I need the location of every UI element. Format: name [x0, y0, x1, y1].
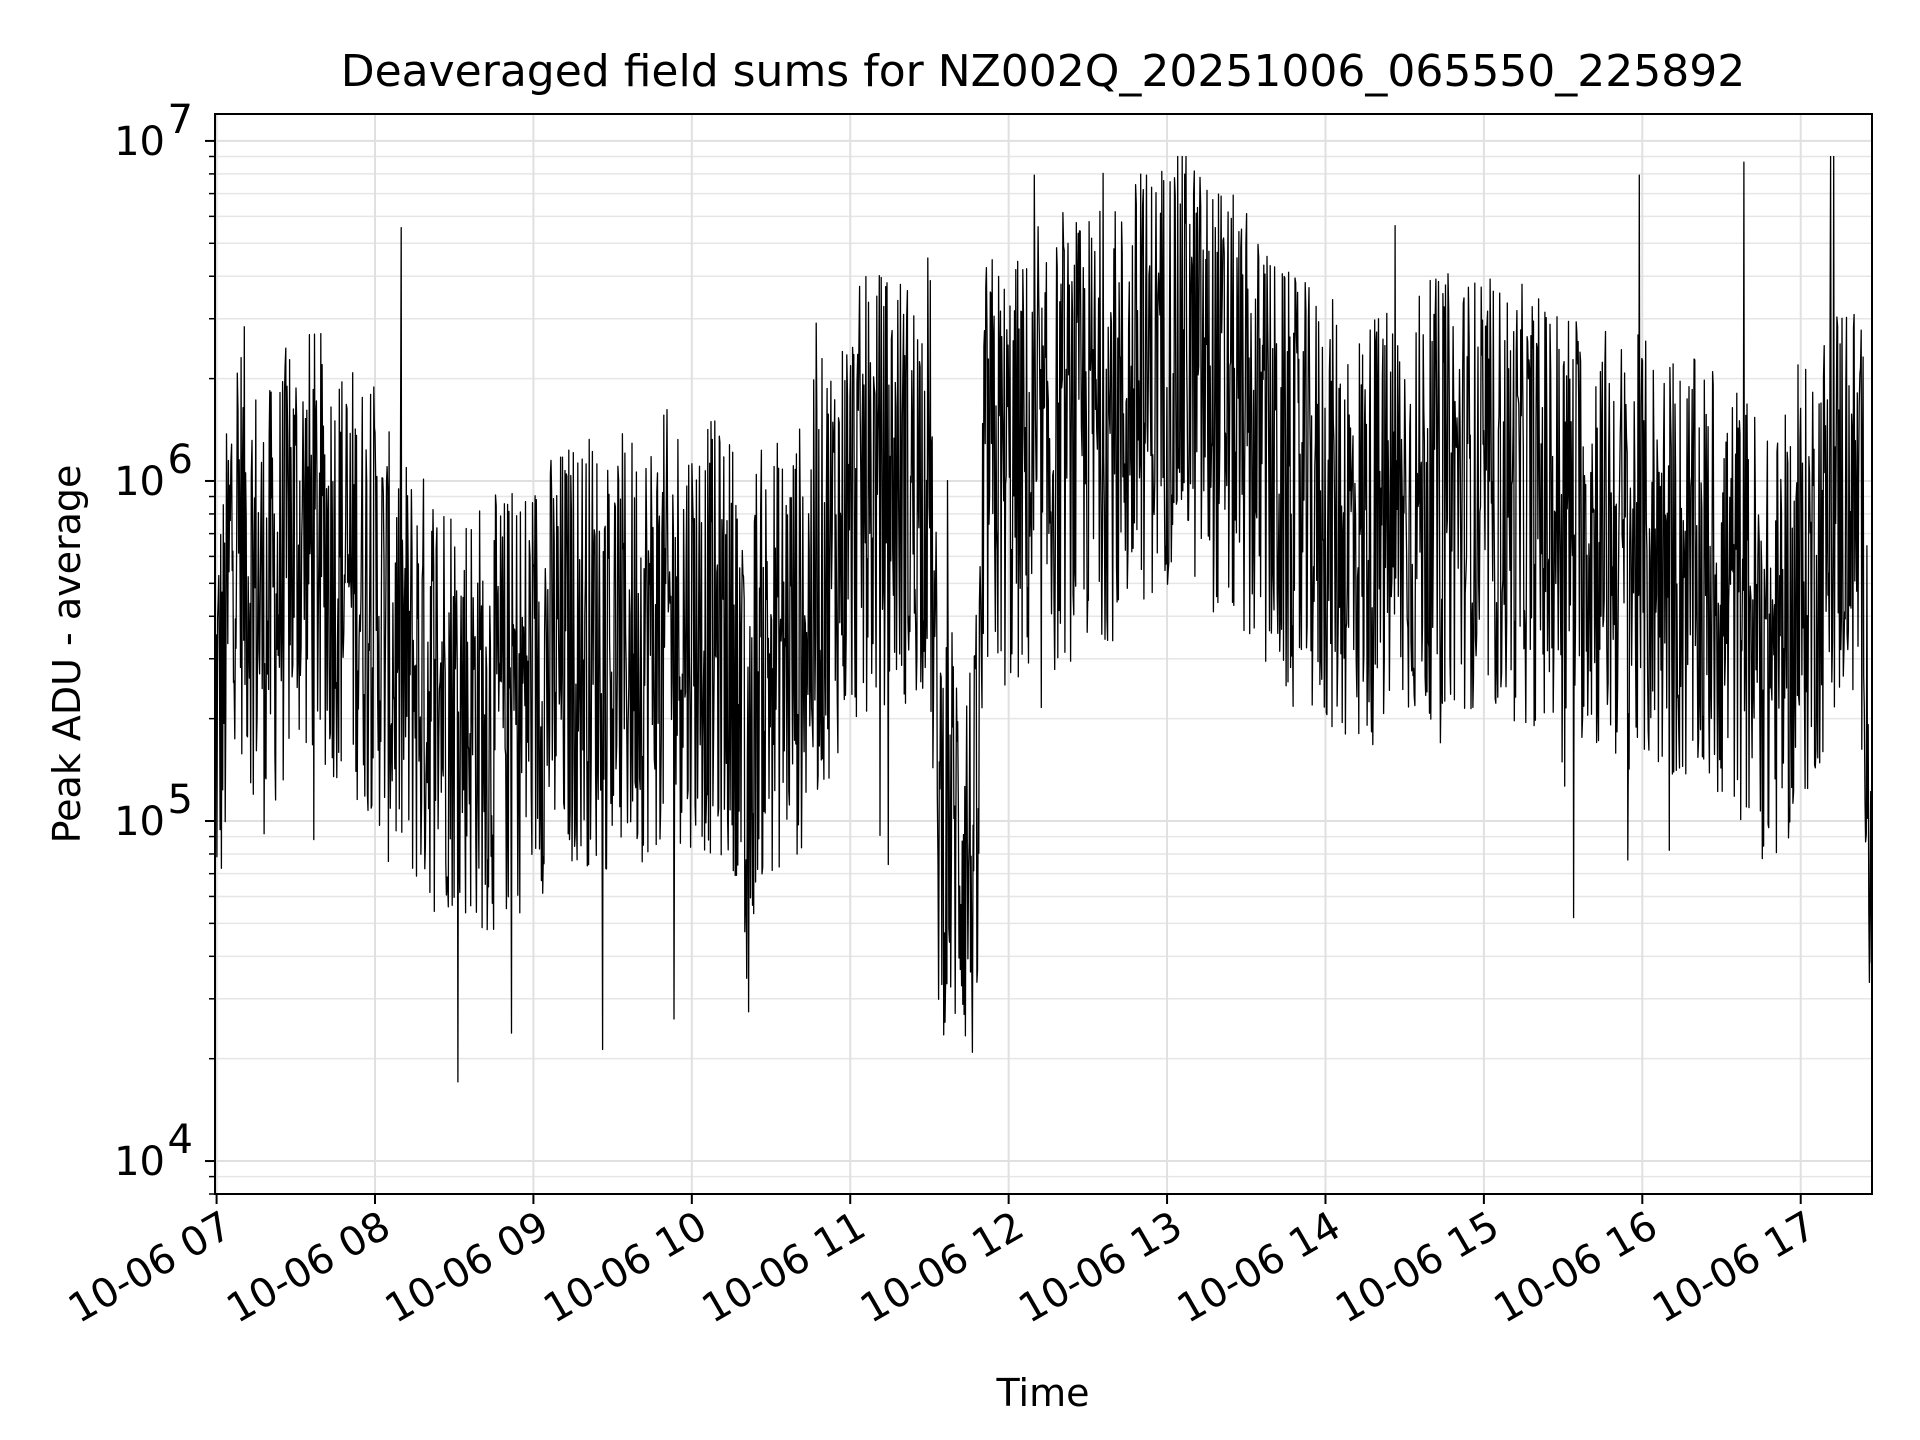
chart-title: Deaveraged field sums for NZ002Q_2025100… — [341, 46, 1746, 97]
y-tick-label: 10 — [114, 799, 165, 845]
y-tick-label: 10 — [114, 459, 165, 505]
axes-frame — [214, 113, 1873, 1195]
y-axis-label: Peak ADU - average — [45, 465, 89, 844]
plot-area — [214, 155, 1873, 1083]
y-tick-exponent: 5 — [168, 777, 193, 823]
y-tick-exponent: 6 — [168, 437, 193, 483]
x-axis-label: Time — [996, 1371, 1090, 1415]
y-tick-exponent: 4 — [168, 1117, 193, 1163]
y-tick-label: 10 — [114, 119, 165, 165]
y-tick-label: 10 — [114, 1139, 165, 1185]
series-line — [214, 155, 1873, 1083]
y-tick-exponent: 7 — [168, 97, 193, 143]
